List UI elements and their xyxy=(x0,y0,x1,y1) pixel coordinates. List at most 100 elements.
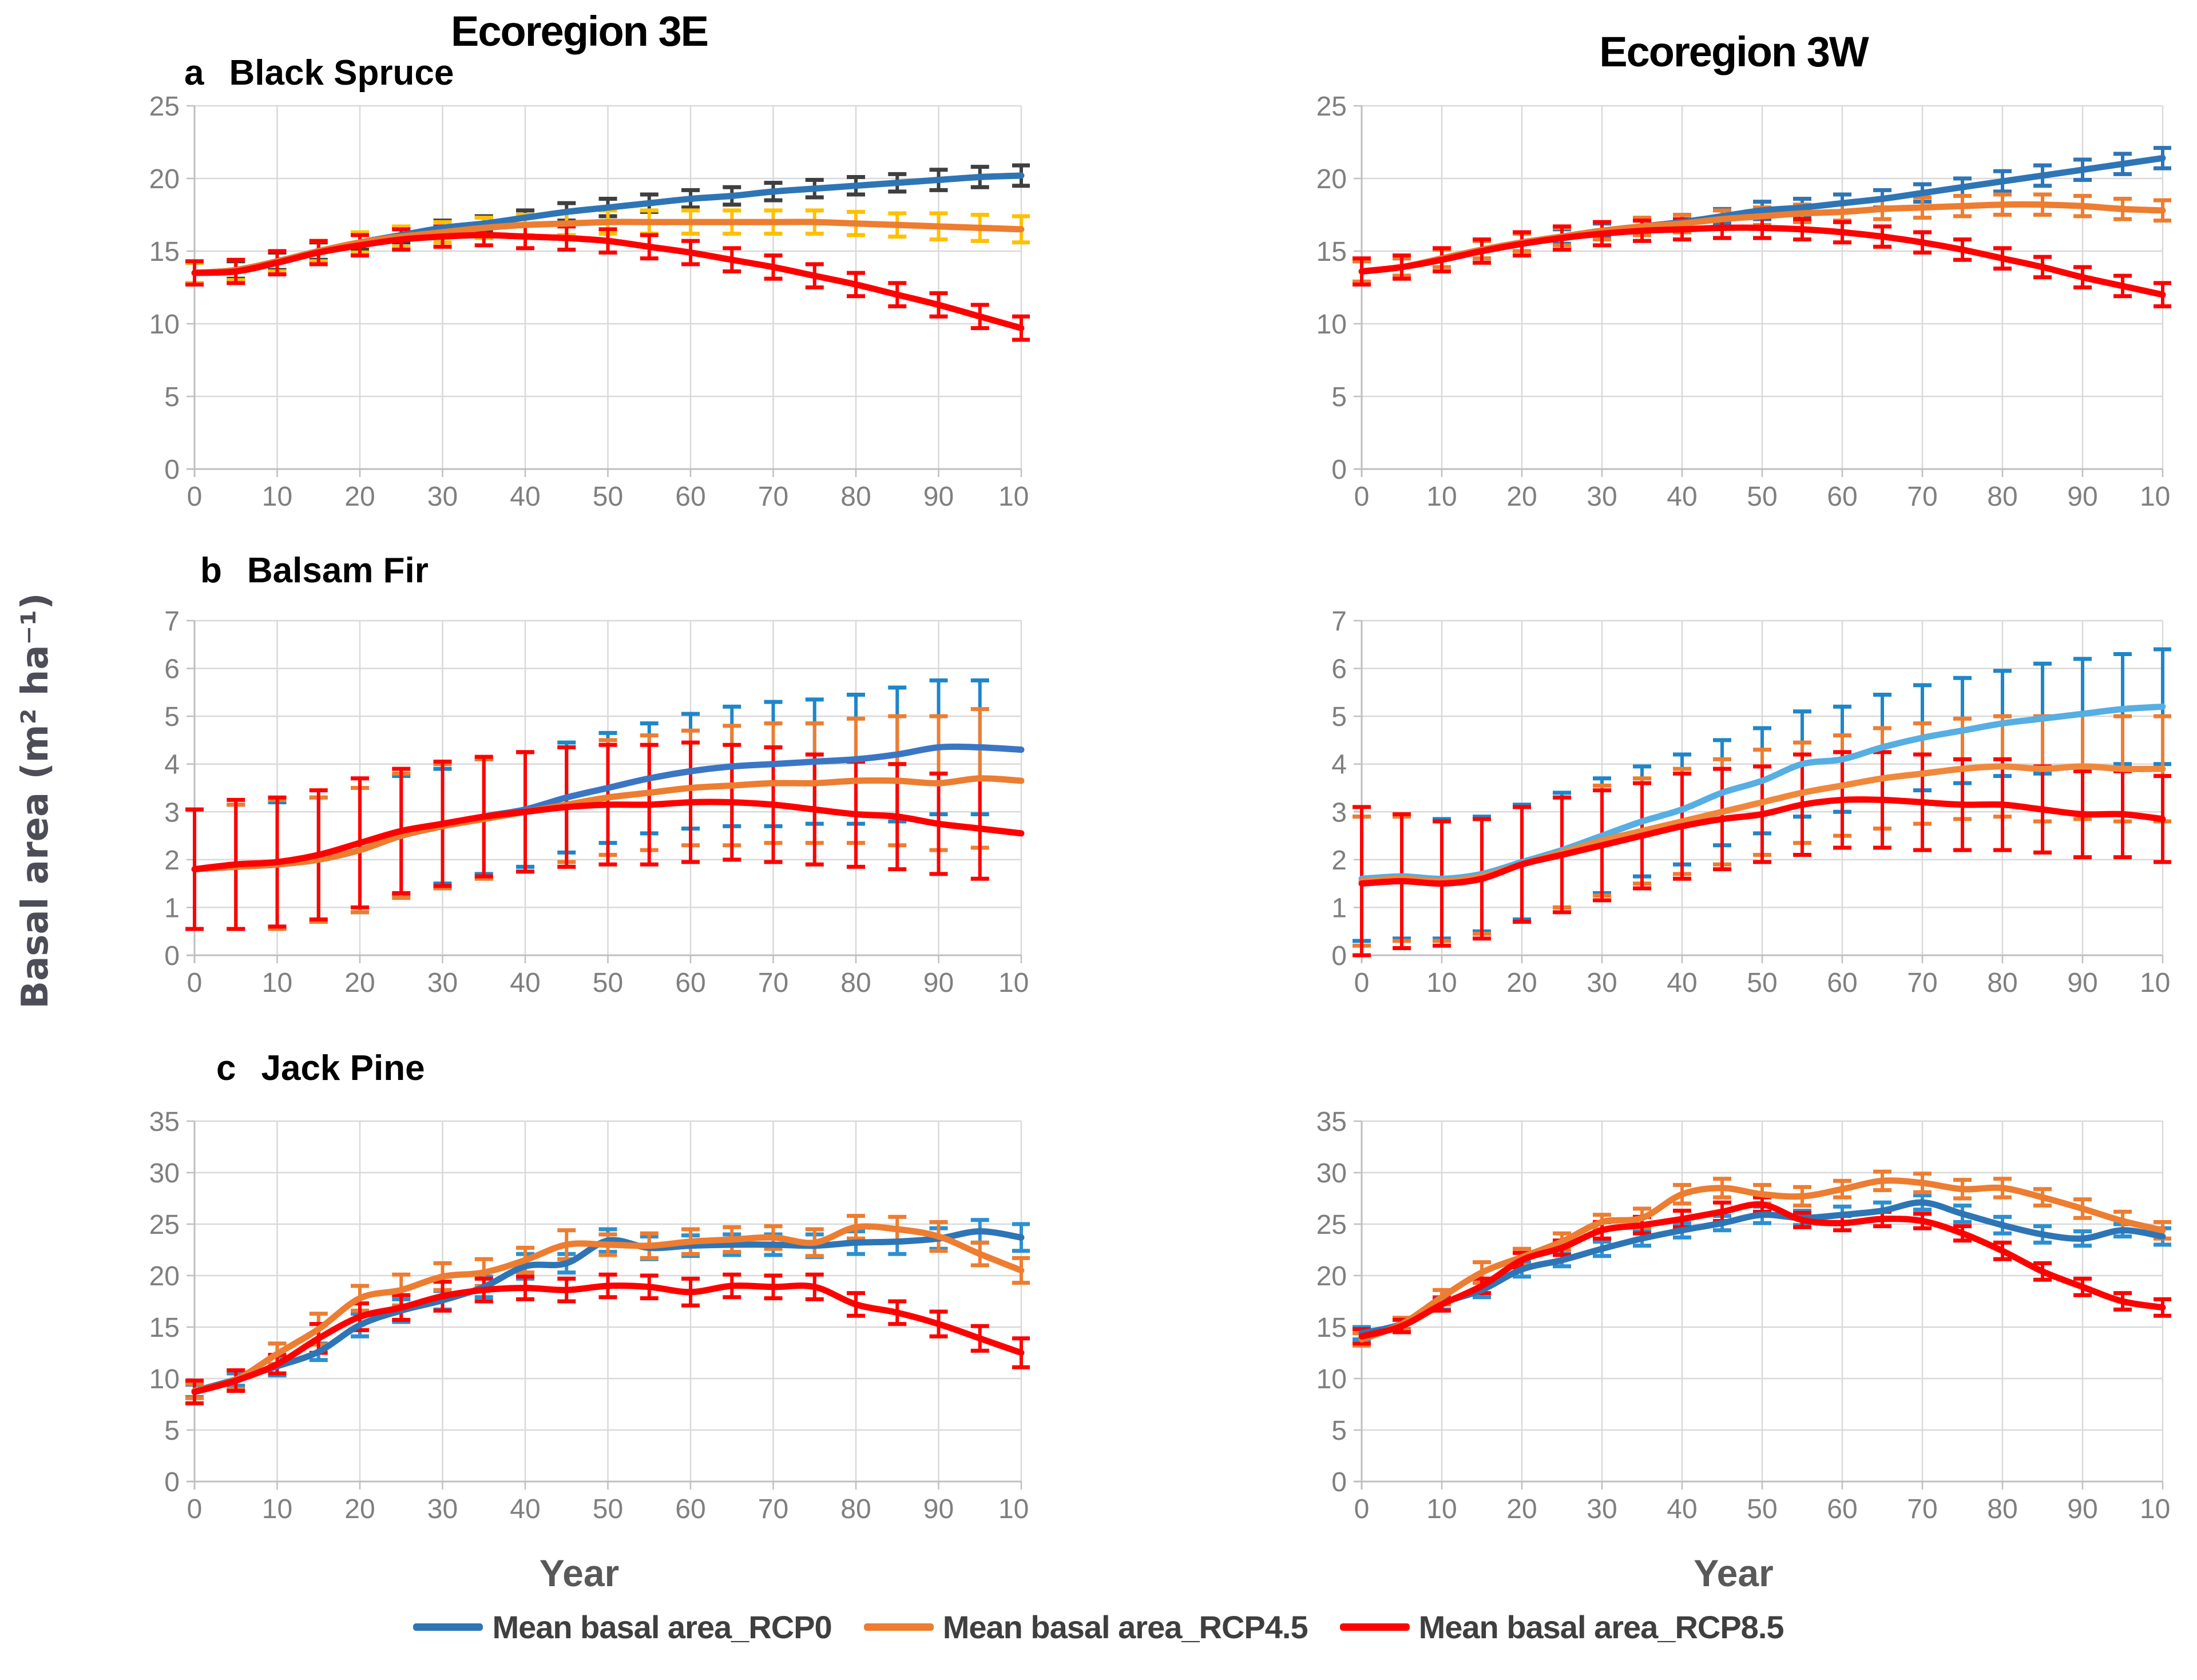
chart-black-spruce-3w: 0 10 20 30 40 50 60 70 80 90 100 0 5 10 15 20 25 xyxy=(1316,92,2171,512)
svg-text:5: 5 xyxy=(164,1416,180,1446)
svg-text:20: 20 xyxy=(149,1261,180,1292)
svg-text:7: 7 xyxy=(1331,606,1347,637)
svg-text:10: 10 xyxy=(1316,1364,1347,1395)
svg-text:20: 20 xyxy=(1316,164,1347,194)
svg-text:40: 40 xyxy=(1667,968,1697,998)
svg-text:10: 10 xyxy=(262,1494,292,1524)
svg-text:80: 80 xyxy=(840,968,871,998)
svg-text:10: 10 xyxy=(1426,1494,1457,1524)
svg-text:80: 80 xyxy=(840,482,871,512)
svg-text:100: 100 xyxy=(998,968,1030,998)
svg-text:5: 5 xyxy=(1331,382,1347,412)
svg-text:100: 100 xyxy=(2140,1494,2171,1524)
svg-text:100: 100 xyxy=(2140,968,2171,998)
svg-text:4: 4 xyxy=(1331,750,1347,780)
svg-text:10: 10 xyxy=(262,482,292,512)
svg-text:0: 0 xyxy=(1331,455,1347,485)
panel-label-a: a Black Spruce xyxy=(184,53,454,93)
legend-item-rcp45: Mean basal area_RCP4.5 xyxy=(863,1608,1308,1646)
svg-text:40: 40 xyxy=(510,1494,540,1524)
svg-text:5: 5 xyxy=(164,382,180,412)
x-axis-label-right: Year xyxy=(1694,1552,1774,1594)
svg-text:25: 25 xyxy=(149,92,180,122)
svg-text:70: 70 xyxy=(758,482,788,512)
svg-text:0: 0 xyxy=(164,455,180,485)
svg-text:25: 25 xyxy=(1316,92,1347,122)
svg-text:40: 40 xyxy=(510,482,540,512)
chart-jack-pine-3w: 0 10 20 30 40 50 60 70 80 90 100 0 5 10 15 20 25 30 35 xyxy=(1316,1107,2171,1524)
svg-text:20: 20 xyxy=(1506,968,1537,998)
svg-text:40: 40 xyxy=(510,968,540,998)
svg-text:50: 50 xyxy=(593,968,623,998)
svg-text:20: 20 xyxy=(149,164,180,194)
panel-species-balsam-fir: Balsam Fir xyxy=(247,551,429,590)
panel-species-jack-pine: Jack Pine xyxy=(261,1048,425,1088)
svg-text:6: 6 xyxy=(1331,654,1347,685)
panel-letter-a: a xyxy=(184,53,204,93)
svg-text:1: 1 xyxy=(1331,893,1347,923)
svg-text:70: 70 xyxy=(758,968,788,998)
svg-text:15: 15 xyxy=(149,1313,180,1343)
svg-text:60: 60 xyxy=(1827,1494,1857,1524)
svg-text:0: 0 xyxy=(1354,968,1370,998)
svg-text:10: 10 xyxy=(149,1364,180,1395)
legend-label-rcp0: Mean basal area_RCP0 xyxy=(492,1609,832,1645)
svg-text:10: 10 xyxy=(1316,309,1347,340)
legend-line-swatch-rcp85 xyxy=(1339,1623,1410,1631)
y-axis-label: Basal area (m² ha⁻¹) xyxy=(14,593,57,1009)
svg-text:70: 70 xyxy=(1907,482,1937,512)
column-title-ecoregion-3e: Ecoregion 3E xyxy=(451,7,709,55)
panel-label-b: b Balsam Fir xyxy=(200,550,429,591)
svg-text:0: 0 xyxy=(187,482,203,512)
svg-text:20: 20 xyxy=(1506,1494,1537,1524)
svg-text:80: 80 xyxy=(840,1494,871,1524)
svg-text:100: 100 xyxy=(998,482,1030,512)
svg-text:50: 50 xyxy=(593,482,623,512)
svg-text:0: 0 xyxy=(164,1467,180,1498)
x-axis-label-left: Year xyxy=(539,1552,620,1594)
svg-text:0: 0 xyxy=(1331,941,1347,971)
svg-text:0: 0 xyxy=(187,1494,203,1524)
svg-text:10: 10 xyxy=(1426,482,1457,512)
svg-text:15: 15 xyxy=(1316,237,1347,267)
svg-text:4: 4 xyxy=(164,750,180,780)
svg-text:30: 30 xyxy=(1587,482,1617,512)
chart-jack-pine-3e: 0 10 20 30 40 50 60 70 80 90 100 0 5 10 15 20 25 30 35 xyxy=(149,1107,1030,1524)
chart-balsam-fir-3e: 0 10 20 30 40 50 60 70 80 90 100 0 1 2 3 4 5 6 7 xyxy=(164,606,1030,998)
svg-text:80: 80 xyxy=(1987,968,2017,998)
svg-text:15: 15 xyxy=(149,237,180,267)
svg-text:25: 25 xyxy=(149,1210,180,1240)
legend-item-rcp0: Mean basal area_RCP0 xyxy=(413,1608,832,1646)
svg-text:100: 100 xyxy=(998,1494,1030,1524)
svg-text:50: 50 xyxy=(593,1494,623,1524)
svg-text:0: 0 xyxy=(187,968,203,998)
svg-text:60: 60 xyxy=(675,1494,705,1524)
svg-text:60: 60 xyxy=(675,482,705,512)
svg-text:60: 60 xyxy=(675,968,705,998)
svg-text:50: 50 xyxy=(1747,968,1777,998)
svg-text:70: 70 xyxy=(1907,968,1937,998)
svg-text:60: 60 xyxy=(1827,482,1857,512)
svg-text:2: 2 xyxy=(1331,845,1347,876)
svg-text:5: 5 xyxy=(1331,702,1347,732)
svg-text:90: 90 xyxy=(2067,1494,2097,1524)
svg-text:6: 6 xyxy=(164,654,180,685)
svg-text:0: 0 xyxy=(1354,1494,1370,1524)
svg-text:20: 20 xyxy=(344,968,375,998)
svg-text:10: 10 xyxy=(1426,968,1457,998)
svg-text:0: 0 xyxy=(1331,1467,1347,1498)
svg-text:90: 90 xyxy=(2067,968,2097,998)
svg-text:25: 25 xyxy=(1316,1210,1347,1240)
svg-text:10: 10 xyxy=(262,968,292,998)
legend-line-swatch-rcp45 xyxy=(863,1623,934,1631)
legend-label-rcp85: Mean basal area_RCP8.5 xyxy=(1418,1609,1784,1645)
svg-text:30: 30 xyxy=(427,482,458,512)
svg-text:30: 30 xyxy=(149,1158,180,1189)
panel-letter-c: c xyxy=(216,1048,236,1088)
chart-black-spruce-3e: 0 10 20 30 40 50 60 70 80 90 100 0 5 10 15 20 25 xyxy=(149,92,1030,512)
svg-text:30: 30 xyxy=(1587,968,1617,998)
chart-balsam-fir-3w: 0 10 20 30 40 50 60 70 80 90 100 0 1 2 3 4 5 6 7 xyxy=(1331,606,2171,998)
svg-text:5: 5 xyxy=(1331,1416,1347,1446)
svg-text:100: 100 xyxy=(2140,482,2171,512)
svg-text:30: 30 xyxy=(427,968,458,998)
